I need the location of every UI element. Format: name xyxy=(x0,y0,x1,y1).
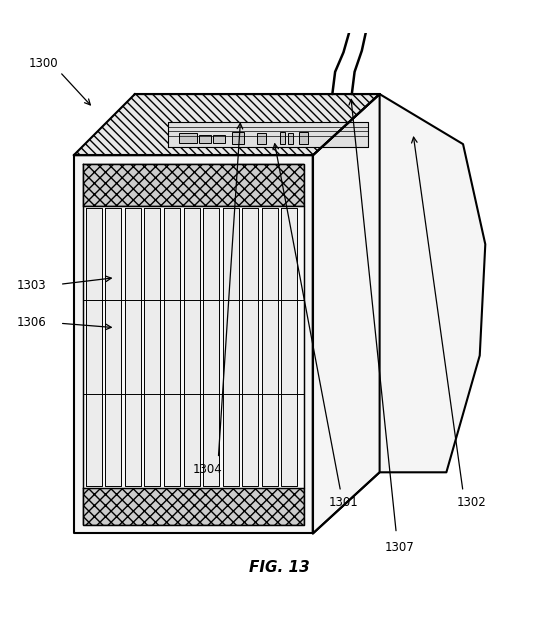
Bar xyxy=(288,133,293,144)
Text: 1301: 1301 xyxy=(329,496,358,509)
Text: 1303: 1303 xyxy=(17,279,47,292)
Polygon shape xyxy=(83,488,304,524)
Polygon shape xyxy=(83,164,304,206)
Text: 1300: 1300 xyxy=(29,57,58,70)
Polygon shape xyxy=(313,94,485,534)
Polygon shape xyxy=(281,208,297,486)
Polygon shape xyxy=(222,208,239,486)
Bar xyxy=(257,133,266,144)
Bar xyxy=(232,132,244,144)
Text: 1307: 1307 xyxy=(384,541,414,554)
Polygon shape xyxy=(125,208,141,486)
Polygon shape xyxy=(83,164,304,524)
Polygon shape xyxy=(74,94,380,156)
Bar xyxy=(199,135,211,143)
Polygon shape xyxy=(83,206,304,488)
Polygon shape xyxy=(262,208,278,486)
Polygon shape xyxy=(183,208,200,486)
Bar xyxy=(280,132,285,144)
Polygon shape xyxy=(74,156,313,534)
Polygon shape xyxy=(164,208,180,486)
Polygon shape xyxy=(313,94,380,534)
Text: 1306: 1306 xyxy=(17,315,47,328)
Polygon shape xyxy=(86,208,102,486)
Bar xyxy=(213,135,225,143)
Bar xyxy=(179,133,197,143)
Polygon shape xyxy=(168,122,368,147)
Bar xyxy=(299,132,308,144)
Polygon shape xyxy=(106,208,121,486)
Polygon shape xyxy=(144,208,160,486)
Text: 1302: 1302 xyxy=(457,496,486,509)
Polygon shape xyxy=(203,208,219,486)
Polygon shape xyxy=(74,94,380,156)
Text: 1304: 1304 xyxy=(192,463,222,476)
Text: FIG. 13: FIG. 13 xyxy=(249,560,310,575)
Polygon shape xyxy=(242,208,258,486)
